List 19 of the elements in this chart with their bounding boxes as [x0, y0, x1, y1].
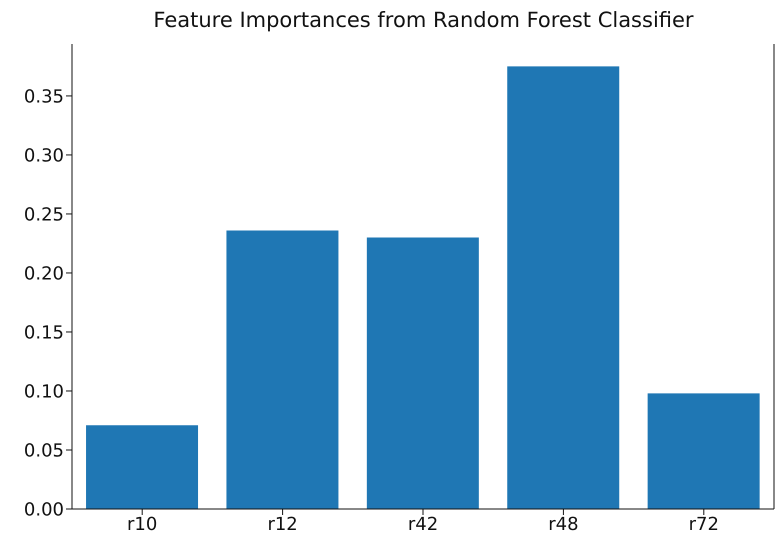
y-tick-label: 0.20 — [24, 263, 64, 284]
y-tick-label: 0.35 — [24, 86, 64, 108]
bar — [648, 393, 760, 509]
bar — [226, 230, 338, 509]
x-tick-label: r10 — [127, 514, 158, 535]
y-tick-label: 0.25 — [24, 204, 64, 226]
bar — [507, 66, 620, 509]
y-tick-label: 0.10 — [24, 381, 64, 402]
y-tick-label: 0.00 — [24, 499, 64, 520]
y-tick-label: 0.30 — [24, 145, 64, 166]
x-tick-label: r48 — [548, 514, 579, 535]
bar — [86, 425, 198, 509]
chart-title: Feature Importances from Random Forest Classifier — [152, 8, 695, 32]
x-tick-label: r42 — [408, 514, 438, 535]
y-tick-label: 0.05 — [24, 440, 64, 462]
x-tick-label: r12 — [267, 514, 298, 535]
bar — [366, 238, 479, 509]
y-tick-label: 0.15 — [24, 322, 64, 344]
x-tick-label: r72 — [688, 514, 719, 535]
